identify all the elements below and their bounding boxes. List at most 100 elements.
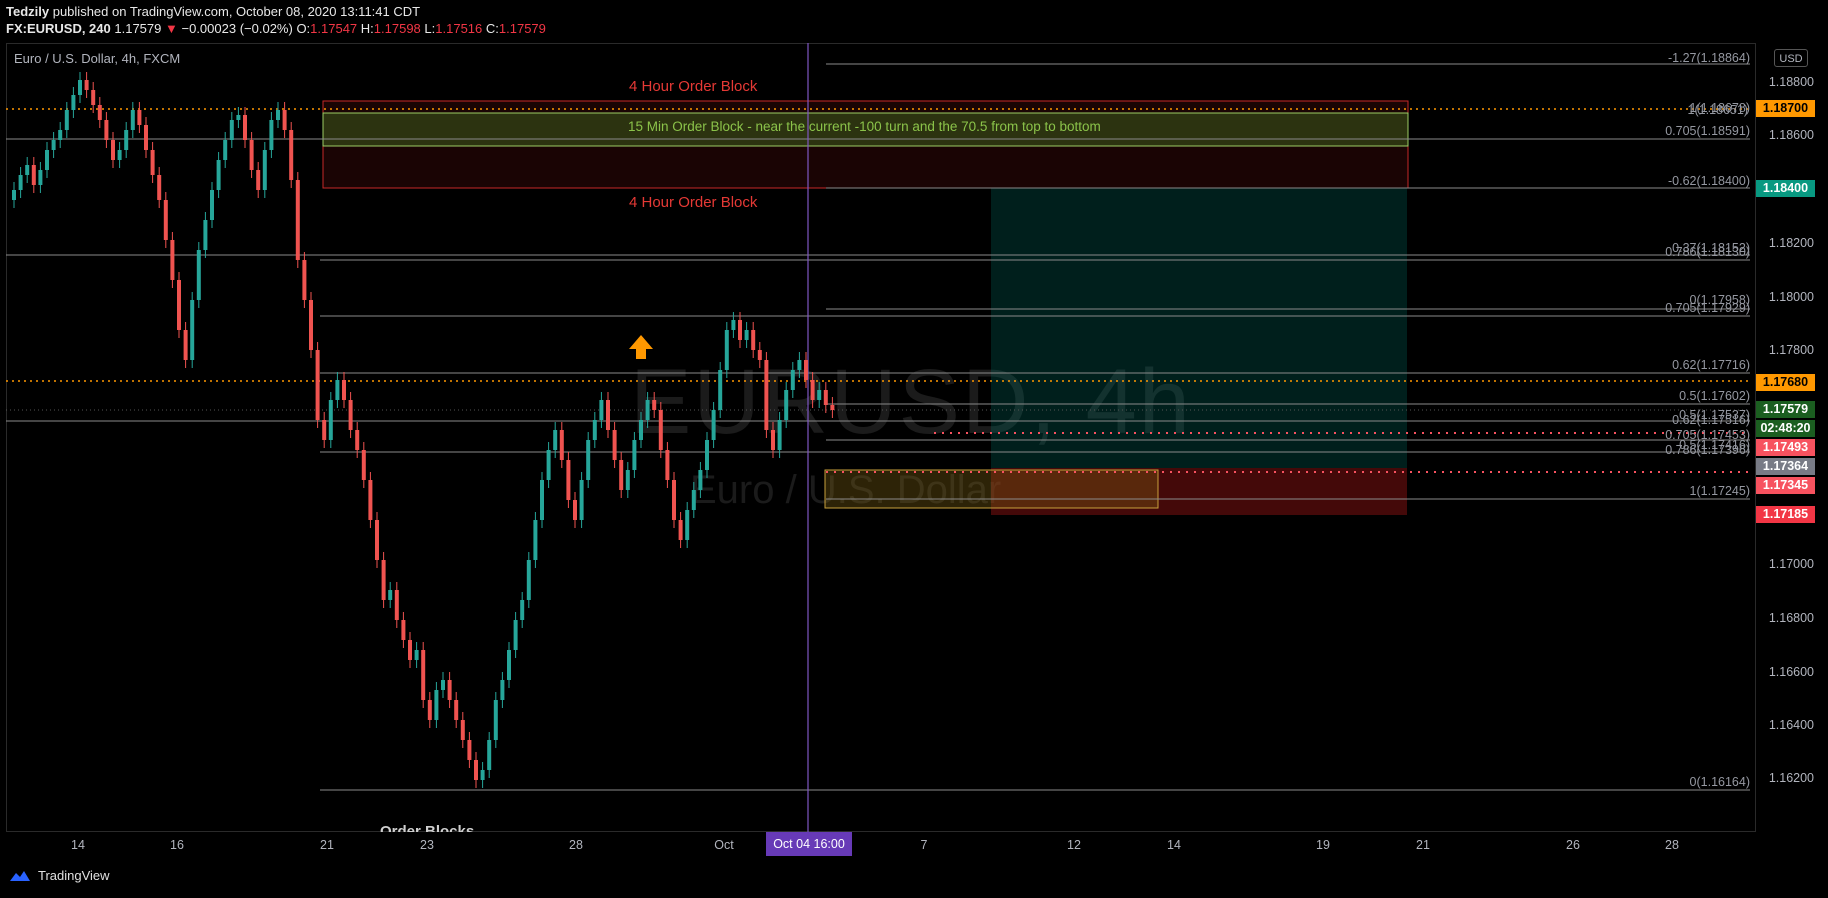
candle-body — [163, 200, 168, 240]
down-arrow-icon: ▼ — [165, 21, 178, 36]
last-price-tag: 1.17579 — [1756, 401, 1815, 418]
candle-body — [447, 680, 452, 700]
candle-body — [678, 520, 683, 540]
fib-label: 0.5(1.17602) — [1679, 389, 1750, 403]
candle-body — [599, 400, 604, 420]
candle-body — [223, 140, 228, 160]
candle-body — [658, 410, 663, 450]
annotation-4h-order-block-bottom: 4 Hour Order Block — [629, 194, 758, 211]
candle-body — [315, 350, 320, 420]
candle-body — [361, 450, 366, 480]
chart-pane[interactable] — [6, 43, 1756, 832]
fib-label: 0.705(1.18591) — [1665, 124, 1750, 138]
candle-body — [190, 300, 195, 360]
change-value: −0.00023 (−0.02%) — [181, 21, 293, 36]
candle-body — [744, 330, 749, 340]
candlestick-series — [12, 72, 835, 788]
candle-body — [830, 405, 835, 410]
candle-body — [500, 680, 505, 700]
candle-body — [137, 110, 142, 125]
candle-body — [460, 720, 465, 740]
fib-label: 0(1.16164) — [1689, 775, 1750, 789]
publish-text: published on TradingView.com, October 08… — [49, 4, 421, 19]
price-tag: 1.17364 — [1756, 458, 1815, 475]
fib-label: -1.27(1.18864) — [1667, 51, 1750, 65]
long-position-target-zone — [991, 188, 1407, 468]
candle-body — [78, 80, 82, 95]
bar-countdown-tag: 02:48:20 — [1756, 420, 1815, 437]
price-axis[interactable] — [1756, 43, 1828, 832]
price-axis-tick: 1.16600 — [1768, 665, 1814, 679]
symbol-watermark-description: Euro / U.S. Dollar — [690, 468, 1001, 512]
candle-body — [467, 740, 472, 760]
candle-body — [342, 380, 346, 400]
fib-label: 0.62(1.17716) — [1672, 358, 1750, 372]
candle-body — [691, 490, 696, 510]
candle-body — [309, 300, 313, 350]
candle-body — [381, 560, 386, 600]
candle-body — [51, 140, 56, 150]
tradingview-logo[interactable]: TradingView — [8, 868, 110, 883]
time-axis-tick: 14 — [71, 838, 85, 852]
candle-body — [434, 690, 439, 720]
candle-body — [731, 320, 736, 330]
order-block-15m-zone — [322, 112, 1409, 147]
open-label: O: — [296, 21, 311, 36]
candle-body — [533, 520, 538, 560]
fib-label: 1(1.18678) — [1689, 101, 1750, 115]
high-value: 1.17598 — [373, 21, 421, 36]
price-axis-tick: 1.16400 — [1768, 718, 1814, 732]
fib-label: 0.62(1.17516) — [1672, 413, 1750, 427]
candle-body — [177, 280, 181, 330]
candle-body — [454, 700, 459, 720]
time-axis-tick: 12 — [1067, 838, 1081, 852]
symbol-label: FX:EURUSD, 240 — [6, 21, 111, 36]
candle-body — [625, 470, 630, 490]
last-price: 1.17579 — [114, 21, 162, 36]
candle-body — [784, 390, 789, 420]
time-axis-tick: 7 — [920, 838, 928, 852]
candle-body — [487, 740, 492, 770]
fib-label: 0.5(1.17537) — [1679, 408, 1750, 422]
order-block-4h-zone — [322, 100, 1409, 189]
entry-order-block-zone — [824, 469, 1159, 509]
fib-label: 1(1.18651) — [1687, 103, 1748, 117]
candle-body — [31, 165, 36, 185]
candle-body — [104, 120, 109, 140]
author-name[interactable]: Tedzily — [6, 4, 50, 19]
time-axis-tick: 21 — [320, 838, 334, 852]
candle-body — [507, 650, 511, 680]
candle-body — [672, 480, 676, 520]
candle-body — [111, 140, 115, 160]
candle-body — [12, 190, 16, 200]
fib-label: 0.786(1.17396) — [1665, 443, 1750, 457]
candle-body — [355, 430, 360, 450]
currency-button[interactable]: USD — [1774, 49, 1808, 67]
candle-body — [698, 470, 703, 490]
time-axis-tick: 28 — [569, 838, 583, 852]
time-axis-tick: 16 — [170, 838, 184, 852]
candle-body — [520, 600, 525, 620]
candle-body — [526, 560, 531, 600]
candle-body — [639, 420, 643, 440]
candle-body — [282, 110, 287, 130]
candle-body — [606, 400, 610, 430]
candle-body — [368, 480, 373, 520]
candle-body — [183, 330, 188, 360]
candle-body — [302, 260, 307, 300]
fib-levels — [6, 63, 1750, 791]
candle-body — [751, 330, 756, 350]
price-tag: 1.17680 — [1756, 374, 1815, 391]
candle-body — [394, 590, 399, 620]
candle-body — [427, 700, 432, 720]
candle-body — [592, 420, 597, 440]
candle-body — [757, 350, 762, 360]
candle-body — [229, 120, 234, 140]
candle-body — [513, 620, 518, 650]
candle-body — [130, 110, 135, 130]
price-tag: 1.17185 — [1756, 506, 1815, 523]
candle-body — [144, 125, 148, 150]
candle-body — [124, 130, 129, 150]
candle-body — [612, 430, 617, 460]
